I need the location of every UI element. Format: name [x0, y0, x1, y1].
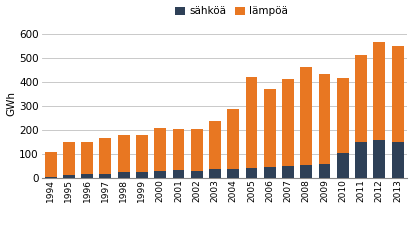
Bar — [392, 46, 403, 142]
Bar — [136, 135, 148, 172]
Bar — [300, 67, 312, 165]
Bar — [154, 171, 166, 178]
Bar — [337, 153, 349, 178]
Bar — [63, 142, 75, 175]
Bar — [81, 174, 93, 178]
Bar — [191, 171, 203, 178]
Bar — [282, 79, 294, 166]
Bar — [374, 42, 385, 140]
Bar — [154, 128, 166, 171]
Bar — [264, 89, 276, 167]
Bar — [136, 172, 148, 178]
Bar — [337, 78, 349, 153]
Bar — [355, 142, 367, 178]
Bar — [355, 55, 367, 142]
Bar — [173, 170, 184, 178]
Y-axis label: GWh: GWh — [6, 91, 16, 116]
Bar — [227, 109, 239, 169]
Bar — [282, 166, 294, 178]
Bar — [227, 169, 239, 178]
Bar — [246, 78, 257, 168]
Bar — [319, 74, 330, 164]
Bar — [45, 152, 56, 177]
Bar — [264, 167, 276, 178]
Bar — [319, 164, 330, 178]
Bar — [81, 143, 93, 174]
Bar — [300, 165, 312, 178]
Bar — [209, 122, 221, 169]
Bar — [100, 138, 111, 174]
Bar — [118, 172, 129, 178]
Bar — [209, 169, 221, 178]
Bar — [63, 175, 75, 178]
Bar — [100, 174, 111, 178]
Legend: sähköä, lämpöä: sähköä, lämpöä — [171, 2, 292, 21]
Bar — [45, 177, 56, 178]
Bar — [392, 142, 403, 178]
Bar — [173, 129, 184, 170]
Bar — [191, 129, 203, 171]
Bar — [374, 140, 385, 178]
Bar — [118, 135, 129, 172]
Bar — [246, 168, 257, 178]
